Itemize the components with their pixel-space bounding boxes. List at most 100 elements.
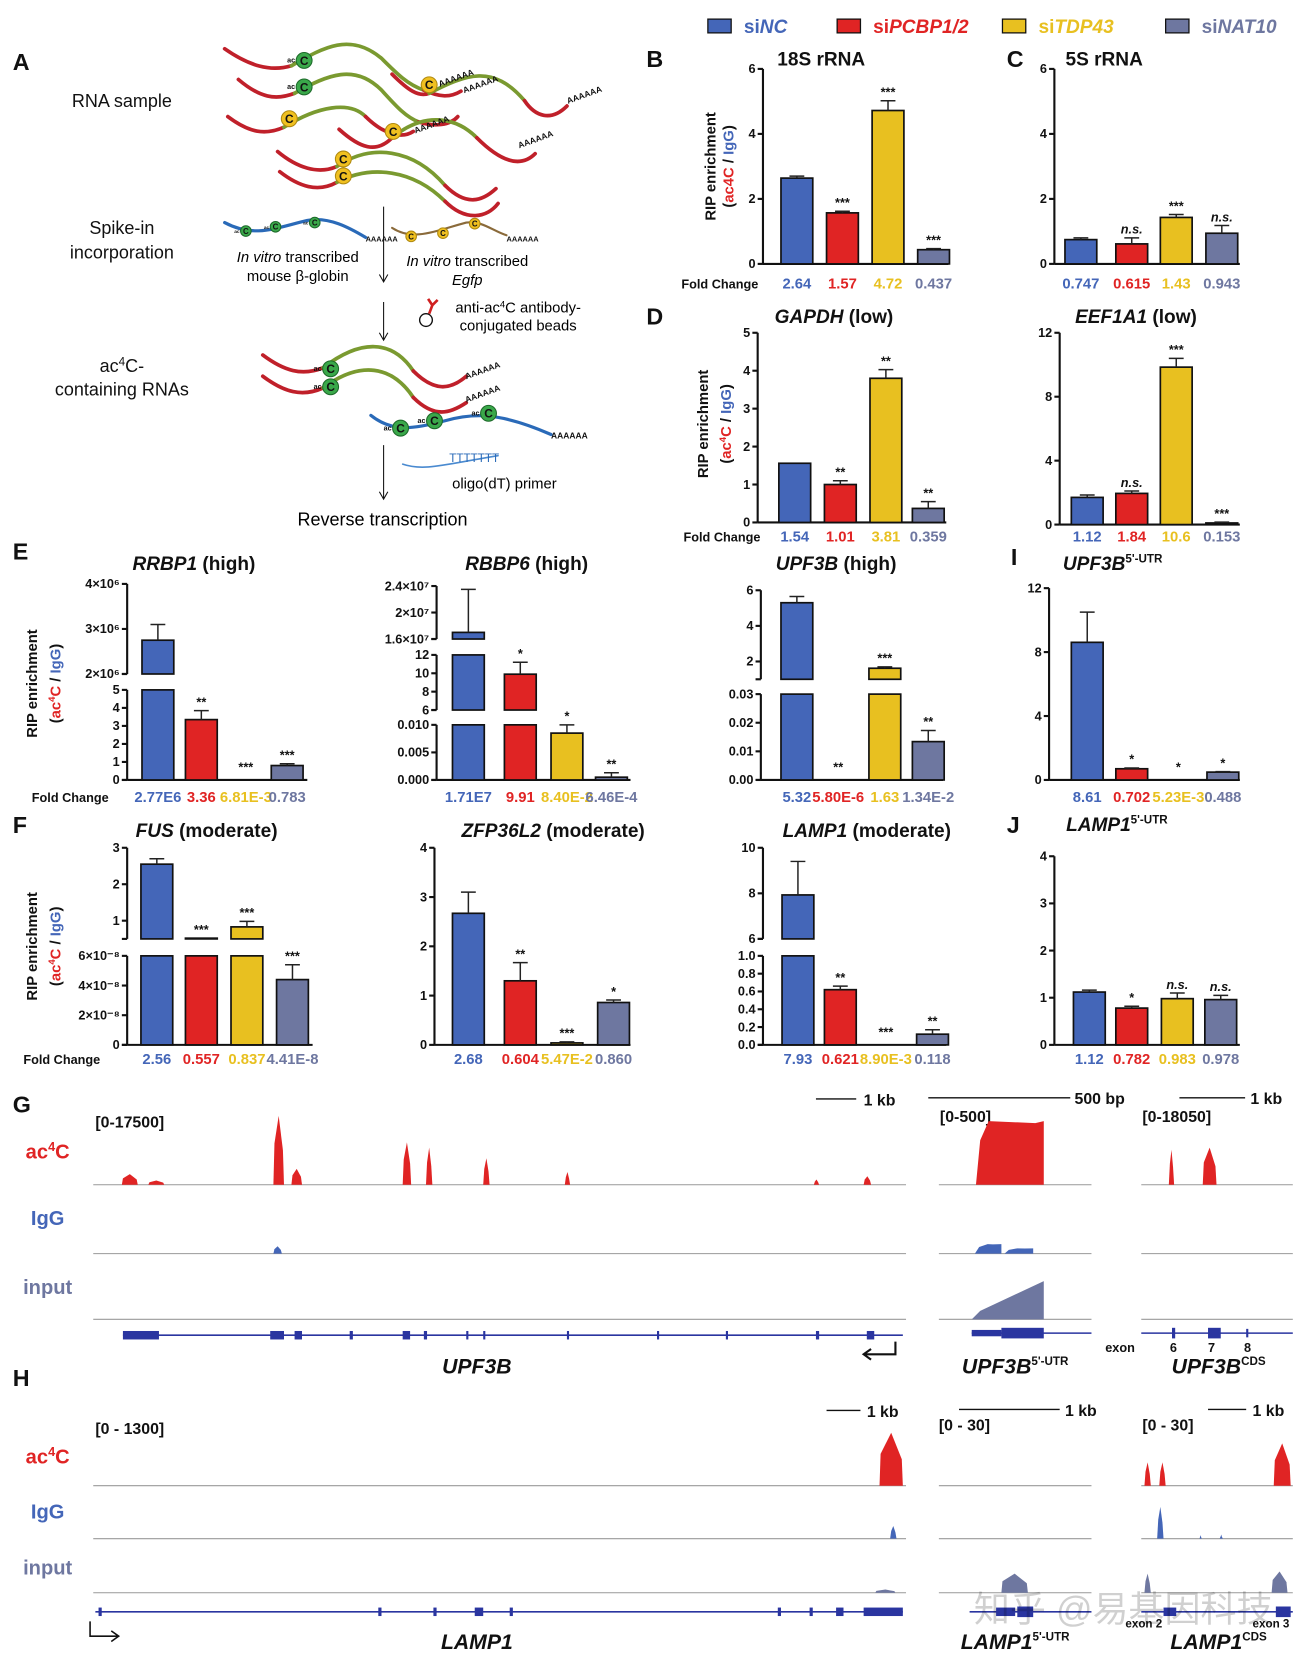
y-tick-label: 2 xyxy=(743,439,750,454)
cytidine-icon xyxy=(405,230,417,243)
scale-h-utr: 1 kb xyxy=(1065,1403,1097,1420)
exon xyxy=(466,1330,469,1340)
significance-label: *** xyxy=(1169,198,1184,213)
fold-change-value: 0.747 xyxy=(1062,276,1099,292)
chart-d1: 0 1 2 3 4 5 1.54 ** 1.01 ** 3.81 ** 0.359 Fold Change… xyxy=(683,307,946,545)
bar-sitdp43 xyxy=(550,732,584,781)
label-reverse-transcription: Reverse transcription xyxy=(298,510,468,530)
fold-change-value: 1.84 xyxy=(1117,530,1147,546)
panel-letter-c: C xyxy=(1007,46,1024,72)
fold-change-value: 0.860 xyxy=(595,1052,632,1068)
panel-letter-i: I xyxy=(1011,544,1017,570)
coverage-peak xyxy=(1001,1573,1028,1593)
y-tick-label: 3 xyxy=(1040,896,1047,911)
chart-title: 18S rRNA xyxy=(777,50,865,71)
y-tick-label: 0 xyxy=(743,515,750,530)
fold-change-label: Fold Change xyxy=(681,276,758,291)
significance-label: * xyxy=(611,984,616,999)
significance-label: *** xyxy=(238,759,253,774)
bar-sinat10 xyxy=(915,1033,950,1046)
y-tick-label: 0.0 xyxy=(738,1037,756,1052)
range-g-main: [0-17500] xyxy=(95,1115,164,1132)
c-mark: C xyxy=(339,169,348,183)
exon xyxy=(483,1330,486,1340)
polya-text: AAAAAA xyxy=(413,113,451,135)
coverage-peak xyxy=(121,1174,138,1185)
significance-label: ** xyxy=(196,694,206,709)
fold-change-value: 3.36 xyxy=(187,790,216,806)
coverage-peak xyxy=(875,1589,896,1593)
error-bar xyxy=(1214,521,1230,523)
legend-swatch xyxy=(707,18,732,34)
bar-sinc xyxy=(140,863,174,940)
chart-title: GAPDH (low) xyxy=(775,307,894,328)
y-axis-label-ratio: (ac4C / IgG) xyxy=(721,125,737,207)
significance-label: * xyxy=(518,646,523,661)
y-axis-label: RIP enrichment xyxy=(696,370,712,479)
bar-sipcbp1-2 xyxy=(503,673,538,711)
significance-label: *** xyxy=(877,651,892,666)
exon xyxy=(402,1330,411,1340)
error-bar xyxy=(920,729,936,742)
exon xyxy=(1208,1327,1221,1339)
bar-sinc xyxy=(451,724,486,781)
exon xyxy=(122,1330,159,1340)
error-bar xyxy=(877,666,893,669)
fold-change-value: 5.32 xyxy=(782,790,811,806)
error-bar xyxy=(1124,767,1140,769)
panel-letter-j: J xyxy=(1007,812,1020,838)
coverage-peak xyxy=(971,1281,1044,1320)
error-bar xyxy=(880,100,896,111)
scale-h-main: 1 kb xyxy=(867,1404,899,1421)
polya-text: AAAAAA xyxy=(507,235,540,244)
y-tick-label: 10 xyxy=(415,666,429,681)
legend-label: siNC xyxy=(744,17,788,38)
chart-j: 0 1 2 3 4 1.12 * 0.782 n.s. 0.983 n.s. 0.978 LAMP15'… xyxy=(1040,813,1240,1068)
chart-title: UPF3B (high) xyxy=(776,554,897,575)
cytidine-icon xyxy=(437,227,449,239)
gene-name-g-cds: UPF3BCDS xyxy=(1172,1355,1266,1378)
significance-label: *** xyxy=(194,922,209,937)
y-tick-label: 4 xyxy=(743,363,750,378)
error-bar xyxy=(460,588,476,633)
panel-letter-b: B xyxy=(646,46,663,72)
error-bar xyxy=(1073,237,1089,240)
chart-title: RRBP1 (high) xyxy=(132,554,255,575)
error-bar xyxy=(604,772,619,778)
fold-change-value: 1.71E7 xyxy=(445,790,492,806)
y-tick-label: 1 xyxy=(1040,990,1047,1005)
y-tick-label: 0 xyxy=(113,1037,120,1052)
error-bar xyxy=(285,964,300,980)
error-bar xyxy=(1124,490,1140,494)
exon xyxy=(1163,1607,1177,1617)
label-egfp-1: In vitro transcribed xyxy=(406,254,528,270)
fold-change-value: 5.47E-2 xyxy=(541,1052,593,1068)
fold-change-value: 5.80E-6 xyxy=(812,790,864,806)
error-bar xyxy=(926,247,941,250)
fold-change-value: 2.64 xyxy=(782,276,812,292)
y-tick-label: 4 xyxy=(1035,708,1042,723)
c-mark: C xyxy=(273,223,279,232)
y-tick-label: 0 xyxy=(1040,1037,1047,1052)
c-mark: C xyxy=(326,362,335,376)
coverage-peak xyxy=(564,1172,571,1185)
bar-sipcbp1-2 xyxy=(503,724,538,781)
scale-g-cds: 1 kb xyxy=(1250,1091,1282,1108)
ac-mark: ac xyxy=(384,424,392,432)
c-mark: C xyxy=(243,227,249,236)
bar-sinat10 xyxy=(916,248,951,265)
range-g-cds: [0-18050] xyxy=(1142,1109,1211,1126)
polya-text: AAAAAA xyxy=(464,383,502,405)
bar-sitdp43 xyxy=(1159,366,1193,526)
error-bar xyxy=(512,661,528,675)
bar-sitdp43 xyxy=(868,693,902,781)
bar-sinat10 xyxy=(911,507,946,524)
coverage-peak xyxy=(425,1147,433,1185)
c-mark: C xyxy=(339,152,348,166)
fold-change-value: 0.118 xyxy=(914,1052,950,1068)
y-tick-label: 4 xyxy=(748,126,755,141)
bar-sinc xyxy=(451,912,486,1046)
significance-label: *** xyxy=(1214,506,1229,521)
coverage-peak xyxy=(148,1180,165,1185)
significance-label: *** xyxy=(280,748,295,763)
